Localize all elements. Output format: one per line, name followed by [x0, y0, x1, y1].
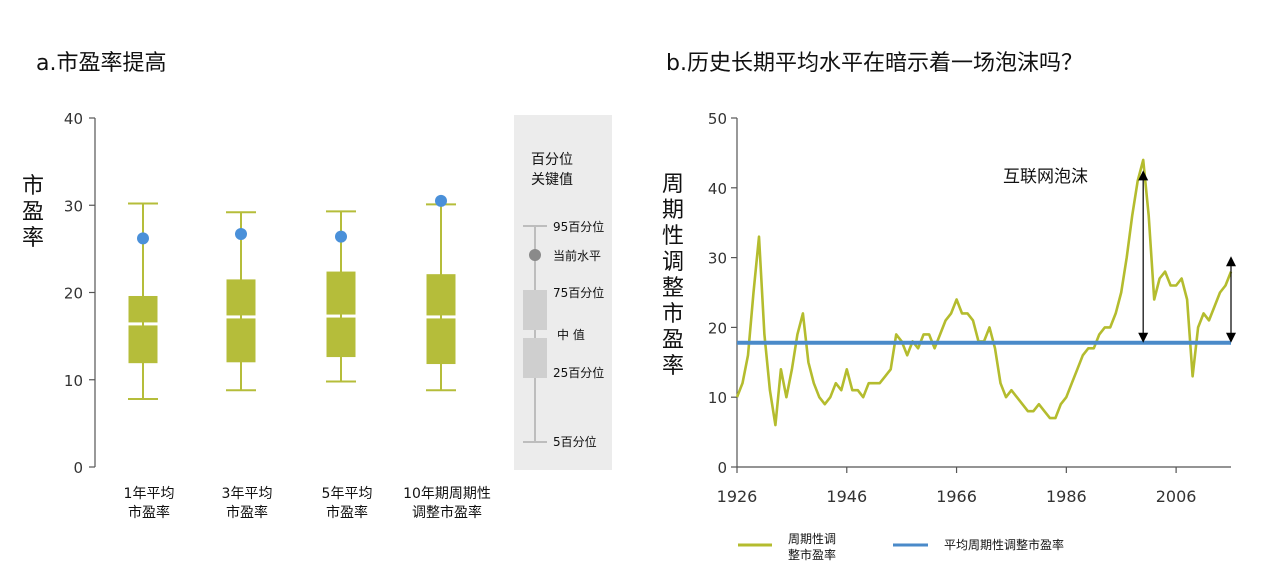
legend-cape-label: 整市盈率: [788, 547, 836, 562]
legend-p25-label: 25百分位: [553, 365, 604, 380]
box-lower: [226, 318, 256, 363]
bubble-arrow-head-down: [1138, 332, 1149, 343]
legend-average-label: 平均周期性调整市盈率: [944, 537, 1064, 552]
box-lower: [128, 325, 158, 364]
box-current-dot: [335, 230, 347, 243]
left-x-label: 调整市盈率: [412, 504, 482, 521]
box-lower: [326, 317, 356, 358]
right-y-tick-label: 40: [708, 180, 727, 198]
right-y-tick-label: 50: [708, 110, 727, 128]
left-x-label: 10年期周期性: [403, 486, 491, 502]
left-y-tick-label: 40: [64, 110, 83, 128]
cape-ratio-line: [735, 158, 1233, 427]
current-arrow-head-down: [1226, 332, 1236, 343]
left-y-tick-label: 20: [64, 285, 83, 303]
legend-lower-box: [523, 338, 547, 378]
right-legend: 周期性调整市盈率 平均周期性调整市盈率: [738, 532, 1064, 562]
right-x-tick-label: 1926: [717, 487, 758, 506]
left-x-label: 市盈率: [226, 504, 268, 521]
right-y-tick-label: 0: [717, 459, 727, 477]
left-y-tick-label: 30: [64, 197, 83, 215]
legend-p75-label: 75百分位: [553, 285, 604, 300]
right-x-tick-label: 1966: [936, 487, 977, 506]
legend-upper-box: [523, 290, 547, 330]
left-y-tick-label: 0: [73, 459, 83, 477]
left-x-label: 5年平均: [322, 486, 373, 502]
right-y-axis-label: 周期性调整市盈率: [661, 172, 684, 379]
legend-current-label: 当前水平: [553, 248, 601, 263]
left-x-label: 3年平均: [222, 486, 273, 502]
legend-p95-label: 95百分位: [553, 219, 604, 234]
legend-title-line1: 百分位: [531, 152, 573, 168]
box-upper: [226, 279, 256, 316]
right-x-tick-label: 2006: [1156, 487, 1197, 506]
legend-title-line2: 关键值: [531, 172, 573, 188]
box-upper: [128, 295, 158, 323]
box-upper: [326, 271, 356, 315]
legend-cape-label: 周期性调: [788, 532, 836, 546]
left-x-label: 1年平均: [124, 486, 175, 502]
dotcom-bubble-annotation: 互联网泡沫: [1003, 167, 1088, 187]
right-axes: 0 10 20 30 40 50 1926 1946 1966 1986 2006: [708, 110, 1231, 506]
right-x-tick-label: 1946: [826, 487, 867, 506]
right-series: [735, 158, 1233, 427]
left-boxes: [128, 194, 456, 400]
right-y-tick-label: 20: [708, 319, 727, 337]
legend-p5-label: 5百分位: [553, 434, 597, 449]
left-y-axis-label: 市盈率: [21, 174, 44, 251]
right-y-tick-label: 10: [708, 389, 727, 407]
percentile-legend-graphic: 百分位 关键值 95百分位 当前水平 75百分位 中 值 25百分位 5百分位: [523, 152, 604, 449]
left-y-axis: 0 10 20 30 40: [64, 110, 96, 477]
legend-current-dot: [529, 249, 541, 261]
left-y-tick-label: 10: [64, 372, 83, 390]
left-x-label: 市盈率: [128, 504, 170, 521]
right-y-tick-label: 30: [708, 250, 727, 268]
box-upper: [426, 274, 456, 316]
legend-median-label: 中 值: [557, 327, 585, 342]
box-lower: [426, 318, 456, 365]
box-current-dot: [137, 232, 149, 245]
left-x-label: 市盈率: [326, 504, 368, 521]
left-chart-title: a.市盈率提高: [36, 51, 167, 76]
right-x-tick-label: 1986: [1046, 487, 1087, 506]
right-chart-title: b.历史长期平均水平在暗示着一场泡沫吗？: [666, 51, 1083, 76]
bubble-arrow-head-up: [1138, 170, 1149, 181]
box-current-dot: [435, 194, 447, 207]
box-current-dot: [235, 228, 247, 241]
current-arrow-head-up: [1226, 256, 1236, 267]
right-arrows: [1138, 170, 1236, 343]
